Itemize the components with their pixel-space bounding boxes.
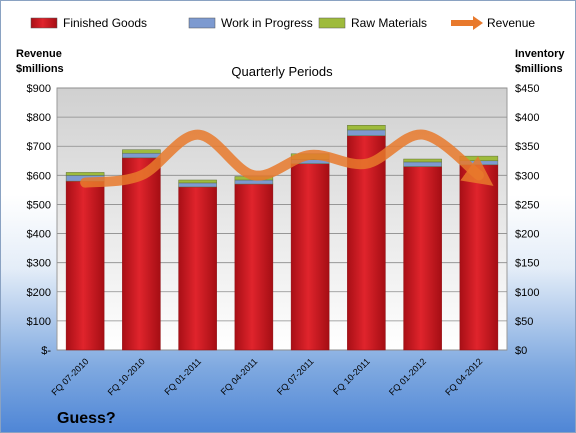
bar-work-in-progress	[178, 182, 217, 188]
right-tick-label: $350	[515, 141, 539, 153]
x-tick-label: FQ 01-2012	[387, 356, 428, 397]
legend-label: Work in Progress	[221, 16, 313, 30]
right-axis-title-line2: $millions	[515, 63, 563, 75]
revenue-line	[80, 129, 494, 188]
left-tick-label: $500	[27, 199, 51, 211]
x-tick-label: FQ 07-2011	[275, 356, 316, 397]
bar-finished-goods	[178, 186, 217, 351]
legend-swatch-finished-goods	[30, 17, 58, 29]
bar-work-in-progress	[234, 179, 274, 185]
right-tick-label: $100	[515, 287, 539, 299]
bar-work-in-progress	[403, 161, 442, 167]
left-tick-label: $800	[27, 112, 51, 124]
left-tick-label: $300	[27, 258, 51, 270]
right-tick-label: $300	[515, 170, 539, 182]
left-axis-title-line1: Revenue	[16, 48, 62, 60]
bars	[65, 125, 499, 351]
legend-label: Revenue	[487, 16, 535, 30]
bar-raw-materials	[65, 172, 105, 176]
left-tick-label: $100	[27, 316, 51, 328]
x-tick-label: FQ 10-2010	[106, 356, 147, 397]
left-tick-label: $900	[27, 83, 51, 95]
chart-title: Quarterly Periods	[231, 64, 333, 79]
bar-finished-goods	[234, 183, 274, 351]
bar-finished-goods	[65, 180, 105, 351]
bar-work-in-progress	[347, 129, 386, 136]
right-axis: $0 $50 $100 $150 $200 $250 $300 $350 $400 $450	[515, 83, 539, 357]
footer-text: Guess?	[57, 410, 116, 427]
right-tick-label: $450	[515, 83, 539, 95]
right-tick-label: $400	[515, 112, 539, 124]
bar-finished-goods	[403, 166, 442, 351]
legend-label: Raw Materials	[351, 16, 427, 30]
legend-swatch-raw-materials	[318, 17, 346, 29]
bar-finished-goods	[347, 135, 386, 351]
bar-work-in-progress	[122, 152, 161, 159]
legend-arrow-icon	[473, 16, 483, 30]
bar-finished-goods	[459, 164, 499, 351]
legend: Finished Goods Work in Progress Raw Materi…	[30, 16, 535, 30]
revenue-line-path	[80, 129, 494, 188]
legend-label: Finished Goods	[63, 16, 147, 30]
right-tick-label: $0	[515, 345, 527, 357]
bar-raw-materials	[178, 179, 217, 184]
bar-raw-materials	[122, 149, 161, 154]
left-tick-label: $400	[27, 229, 51, 241]
left-axis-title-line2: $millions	[16, 63, 64, 75]
x-tick-label: FQ 10-2011	[331, 356, 372, 397]
left-tick-label: $600	[27, 170, 51, 182]
left-tick-label: $-	[41, 345, 51, 357]
right-axis-title-line1: Inventory	[515, 48, 565, 60]
x-tick-label: FQ 04-2012	[443, 356, 484, 397]
left-axis: $- $100 $200 $300 $400 $500 $600 $700 $800 $900	[27, 83, 52, 357]
right-tick-label: $150	[515, 258, 539, 270]
bar-finished-goods	[122, 157, 161, 351]
x-tick-label: FQ 07-2010	[50, 356, 91, 397]
x-tick-label: FQ 01-2011	[162, 356, 203, 397]
left-tick-label: $700	[27, 141, 51, 153]
right-tick-label: $200	[515, 229, 539, 241]
right-tick-label: $250	[515, 199, 539, 211]
legend-swatch-work-in-progress	[188, 17, 216, 29]
bar-raw-materials	[347, 125, 386, 131]
bar-finished-goods	[290, 163, 330, 351]
x-axis: FQ 07-2010 FQ 10-2010 FQ 01-2011 FQ 04-2011…	[50, 356, 485, 397]
x-tick-label: FQ 04-2011	[219, 356, 260, 397]
left-tick-label: $200	[27, 287, 51, 299]
bar-raw-materials	[403, 158, 442, 163]
right-tick-label: $50	[515, 316, 533, 328]
